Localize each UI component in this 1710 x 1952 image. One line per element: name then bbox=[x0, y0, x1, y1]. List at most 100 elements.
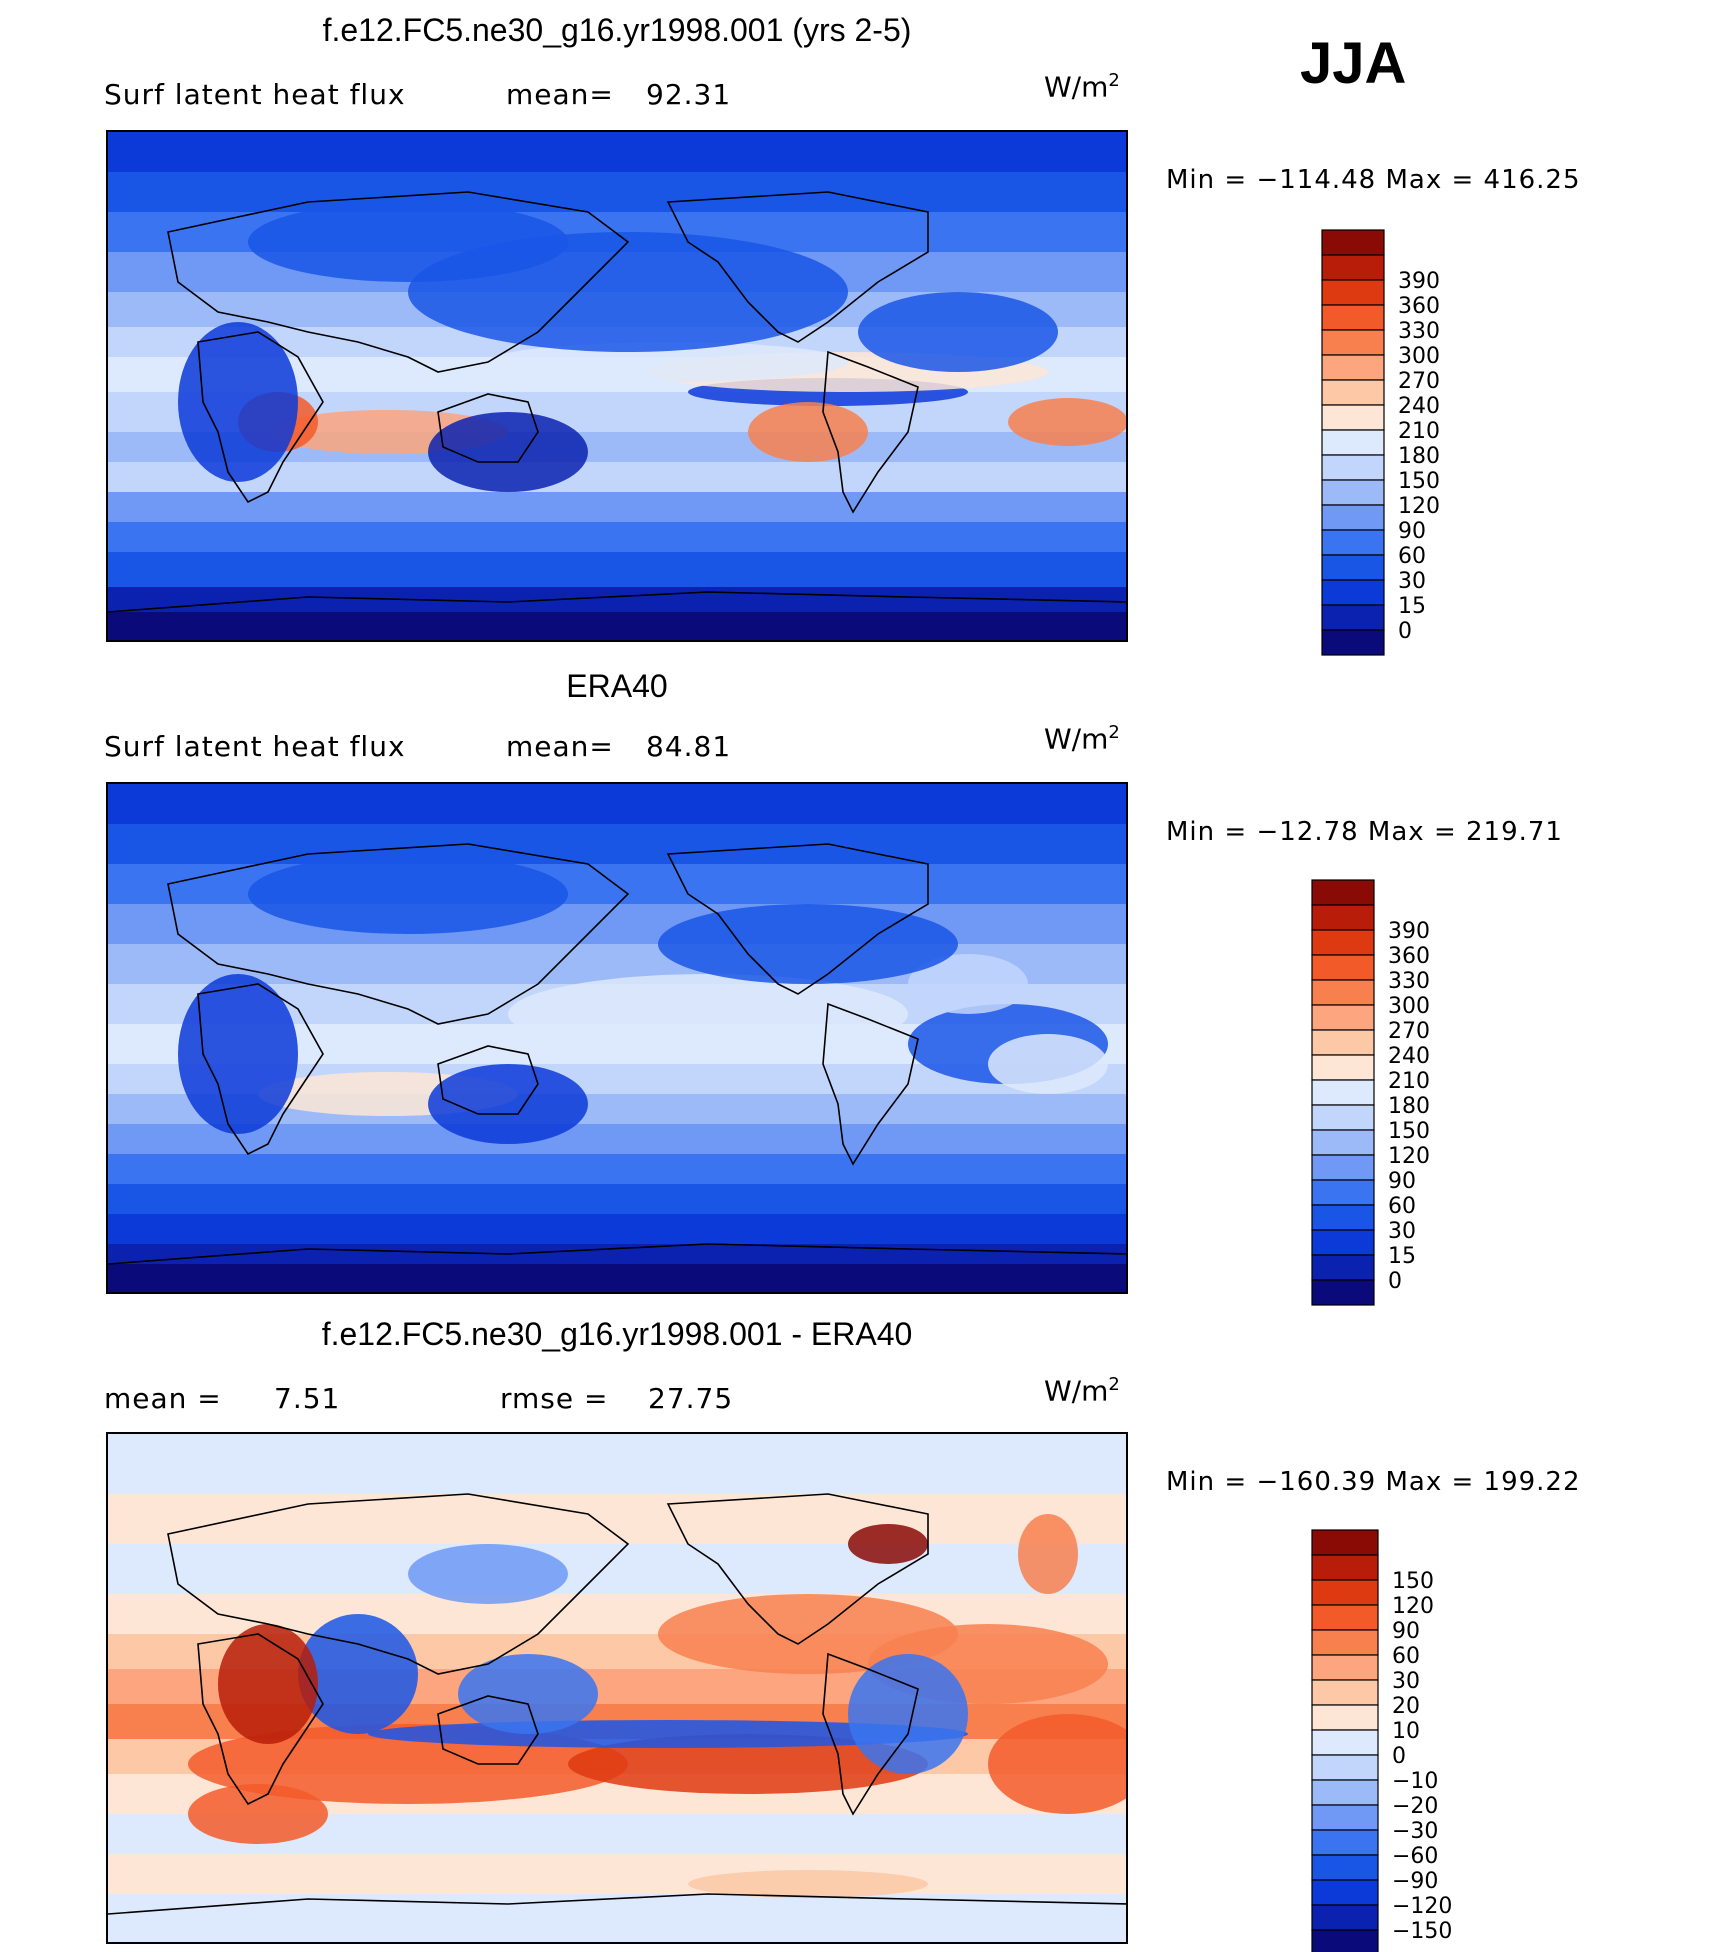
coastline bbox=[167, 1493, 630, 1675]
colorbar-tick-label: 60 bbox=[1398, 544, 1426, 569]
colorbar-tick-label: 390 bbox=[1398, 269, 1440, 294]
field-feature bbox=[848, 1524, 928, 1564]
field-band bbox=[108, 1264, 1126, 1292]
coastline bbox=[437, 1695, 539, 1765]
field-band bbox=[108, 492, 1126, 522]
field-band bbox=[108, 612, 1126, 640]
colorbar-box bbox=[1311, 1604, 1379, 1631]
panel3-minmax: Min = −160.39 Max = 199.22 bbox=[1166, 1467, 1581, 1497]
field-feature bbox=[988, 1034, 1108, 1094]
colorbar-box bbox=[1321, 504, 1385, 531]
field-feature bbox=[848, 1654, 968, 1774]
panel1-mean-label: mean= bbox=[506, 78, 614, 111]
field-band bbox=[108, 904, 1126, 944]
field-feature bbox=[248, 854, 568, 934]
colorbar-box bbox=[1321, 579, 1385, 606]
panel3-map-svg bbox=[108, 1434, 1126, 1942]
panel3-title: f.e12.FC5.ne30_g16.yr1998.001 - ERA40 bbox=[321, 1316, 913, 1352]
field-band bbox=[108, 462, 1126, 492]
field-feature bbox=[188, 1784, 328, 1844]
coastline bbox=[437, 393, 539, 463]
coastline bbox=[197, 983, 324, 1156]
colorbar-box bbox=[1321, 554, 1385, 581]
field-band bbox=[108, 132, 1126, 172]
colorbar-tick-label: 330 bbox=[1388, 969, 1430, 994]
field-band bbox=[108, 522, 1126, 552]
field-band bbox=[108, 172, 1126, 212]
panel2-colorbar: 0 15 30 60 90 120 150 180 210 240 270 300 330 360 390 bbox=[1310, 879, 1510, 1306]
coastline bbox=[666, 191, 929, 343]
colorbar-box bbox=[1311, 1854, 1379, 1881]
coastline bbox=[666, 843, 929, 995]
panel1-units: W/m2 bbox=[1044, 70, 1120, 103]
colorbar-box bbox=[1321, 354, 1385, 381]
field-band bbox=[108, 1154, 1126, 1184]
field-band bbox=[108, 784, 1126, 824]
coastline bbox=[822, 1652, 919, 1816]
field-feature bbox=[408, 1544, 568, 1604]
panel1-map bbox=[106, 130, 1128, 642]
colorbar-box bbox=[1311, 1579, 1379, 1606]
colorbar-box bbox=[1311, 1704, 1379, 1731]
colorbar-box bbox=[1321, 254, 1385, 281]
field-feature bbox=[458, 1654, 598, 1734]
colorbar-tick-label: 0 bbox=[1388, 1269, 1402, 1294]
colorbar-tick-label: 300 bbox=[1388, 994, 1430, 1019]
colorbar-tick-label: 90 bbox=[1388, 1169, 1416, 1194]
colorbar-box bbox=[1311, 1129, 1375, 1156]
colorbar-box bbox=[1311, 1654, 1379, 1681]
colorbar-box bbox=[1311, 1754, 1379, 1781]
field-band bbox=[108, 1544, 1126, 1594]
colorbar-box bbox=[1321, 454, 1385, 481]
field-band bbox=[108, 1124, 1126, 1154]
field-band bbox=[108, 1434, 1126, 1494]
panel1-units-text: W/m bbox=[1044, 70, 1109, 104]
colorbar-box bbox=[1311, 1879, 1379, 1906]
colorbar-tick-label: 300 bbox=[1398, 344, 1440, 369]
colorbar-box bbox=[1321, 404, 1385, 431]
coastline bbox=[108, 1893, 1126, 1915]
season-label: JJA bbox=[1300, 31, 1407, 96]
colorbar-box bbox=[1311, 1679, 1379, 1706]
field-feature bbox=[1018, 1514, 1078, 1594]
panel3-units-sup: 2 bbox=[1108, 1374, 1120, 1395]
colorbar-tick-label: 20 bbox=[1392, 1694, 1420, 1719]
colorbar-tick-label: 210 bbox=[1398, 419, 1440, 444]
colorbar-tick-label: 180 bbox=[1388, 1094, 1430, 1119]
coastline bbox=[108, 1243, 1126, 1265]
panel1-subtitle: Surf latent heat flux bbox=[104, 78, 406, 111]
colorbar-box bbox=[1311, 1029, 1375, 1056]
field-feature bbox=[488, 342, 848, 382]
colorbar-box bbox=[1311, 879, 1375, 906]
colorbar-tick-label: 90 bbox=[1392, 1619, 1420, 1644]
panel1-minmax: Min = −114.48 Max = 416.25 bbox=[1166, 165, 1581, 195]
colorbar-tick-label: 150 bbox=[1392, 1569, 1434, 1594]
colorbar-tick-label: 180 bbox=[1398, 444, 1440, 469]
colorbar-tick-label: 210 bbox=[1388, 1069, 1430, 1094]
panel2-subtitle: Surf latent heat flux bbox=[104, 730, 406, 763]
coastline bbox=[437, 1045, 539, 1115]
colorbar-box bbox=[1321, 529, 1385, 556]
coastline bbox=[822, 350, 919, 514]
field-feature bbox=[178, 974, 298, 1134]
panel3-mean-label: mean = bbox=[104, 1382, 222, 1415]
colorbar-tick-label: 270 bbox=[1388, 1019, 1430, 1044]
colorbar-tick-label: 240 bbox=[1388, 1044, 1430, 1069]
coastline bbox=[197, 1633, 324, 1806]
panel3-rmse-label: rmse = bbox=[500, 1382, 609, 1415]
colorbar-box bbox=[1311, 1804, 1379, 1831]
colorbar-tick-label: 30 bbox=[1398, 569, 1426, 594]
field-feature bbox=[248, 202, 568, 282]
colorbar-box bbox=[1311, 1079, 1375, 1106]
field-band bbox=[108, 1184, 1126, 1214]
coastline bbox=[167, 843, 630, 1025]
panel2-mean-value: 84.81 bbox=[646, 730, 732, 763]
field-band bbox=[108, 824, 1126, 864]
colorbar-box bbox=[1311, 1279, 1375, 1306]
field-band bbox=[108, 552, 1126, 587]
colorbar-box bbox=[1321, 279, 1385, 306]
colorbar-tick-label: 150 bbox=[1398, 469, 1440, 494]
coastline bbox=[108, 591, 1126, 613]
colorbar-box bbox=[1311, 1254, 1375, 1281]
